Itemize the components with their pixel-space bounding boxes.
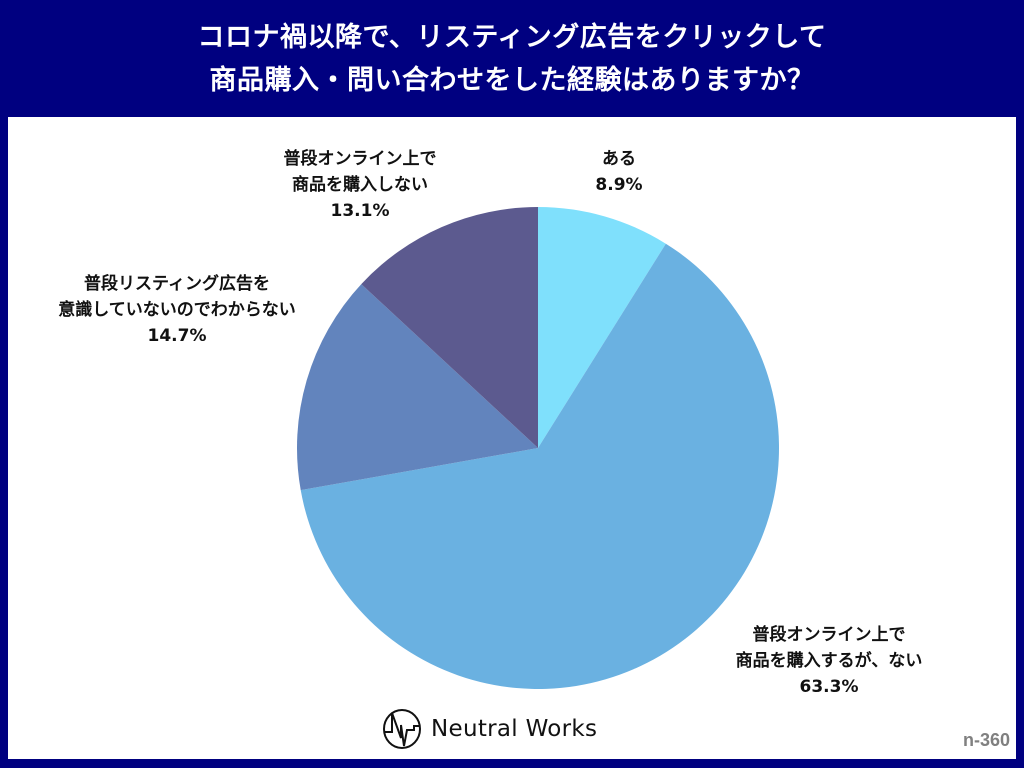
chart-title: コロナ禍以降で、リスティング広告をクリックして 商品購入・問い合わせをした経験は…: [0, 0, 1024, 117]
label-not-aware-value: 14.7%: [147, 326, 207, 346]
label-no-despite-online: 普段オンライン上で 商品を購入するが、ない 63.3%: [736, 622, 923, 700]
label-no-online-line2: 商品を購入しない: [292, 175, 428, 195]
label-no-online-line1: 普段オンライン上で: [283, 149, 437, 169]
slice-aru: [538, 207, 666, 448]
slice-no-online-purchase: [361, 207, 538, 448]
title-line-2: 商品購入・問い合わせをした経験はありますか？: [209, 64, 815, 96]
label-not-aware-line2: 意識していないのでわからない: [58, 300, 296, 320]
title-line-1: コロナ禍以降で、リスティング広告をクリックして: [197, 21, 827, 53]
sample-size: n-360: [962, 730, 1010, 750]
slice-no-despite-online: [300, 243, 779, 689]
label-aru-text: ある: [602, 149, 636, 169]
label-no-online-purchase: 普段オンライン上で 商品を購入しない 13.1%: [284, 146, 437, 224]
label-no-despite-line2: 商品を購入するが、ない: [735, 651, 923, 671]
label-not-aware: 普段リスティング広告を 意識していないのでわからない 14.7%: [58, 271, 296, 349]
label-no-despite-line1: 普段オンライン上で: [752, 625, 906, 645]
label-no-despite-value: 63.3%: [799, 677, 859, 697]
slice-not-aware: [297, 284, 538, 491]
label-no-online-value: 13.1%: [330, 201, 390, 221]
label-aru: ある 8.9%: [595, 146, 642, 198]
neutral-works-logo-icon: [383, 709, 421, 749]
brand-name: Neutral Works: [431, 716, 598, 742]
brand-logo: Neutral Works: [381, 708, 597, 750]
label-not-aware-line1: 普段リスティング広告を: [84, 274, 270, 294]
label-aru-value: 8.9%: [595, 175, 643, 195]
